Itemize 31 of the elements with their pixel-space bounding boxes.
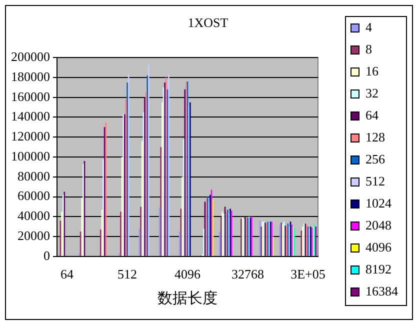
legend-label: 4096 (366, 239, 392, 254)
x-tick-label: 32768 (231, 266, 264, 282)
legend-label: 512 (366, 173, 385, 188)
chart-title: 1XOST (188, 15, 228, 30)
legend-label: 128 (366, 129, 385, 144)
legend-label: 8 (366, 41, 372, 56)
y-tick-label: 160000 (11, 88, 50, 104)
x-tick-label: 4096 (174, 266, 201, 282)
legend-label: 4 (366, 19, 372, 34)
y-tick-label: 20000 (18, 228, 50, 243)
legend-label: 16384 (366, 283, 398, 298)
y-tick-label: 40000 (18, 208, 50, 224)
legend-label: 8192 (366, 261, 392, 276)
x-axis-title: 数据长度 (158, 290, 218, 307)
y-tick-label: 60000 (18, 188, 50, 204)
y-tick-label: 140000 (11, 108, 50, 124)
y-tick-label: 200000 (11, 49, 50, 64)
legend-label: 1024 (366, 195, 392, 210)
x-tick-label: 64 (60, 266, 74, 282)
x-tick-label: 3E+05 (290, 266, 326, 282)
legend-label: 2048 (366, 217, 392, 232)
legend-label: 64 (366, 107, 379, 122)
x-tick-label: 512 (118, 266, 138, 282)
legend-label: 16 (366, 63, 379, 78)
y-tick-label: 0 (44, 248, 50, 263)
y-tick-label: 120000 (11, 128, 50, 144)
y-tick-label: 80000 (18, 168, 50, 184)
y-tick-label: 180000 (11, 68, 50, 84)
legend-label: 32 (366, 85, 378, 100)
legend-label: 256 (366, 151, 386, 166)
y-tick-label: 100000 (11, 148, 50, 164)
